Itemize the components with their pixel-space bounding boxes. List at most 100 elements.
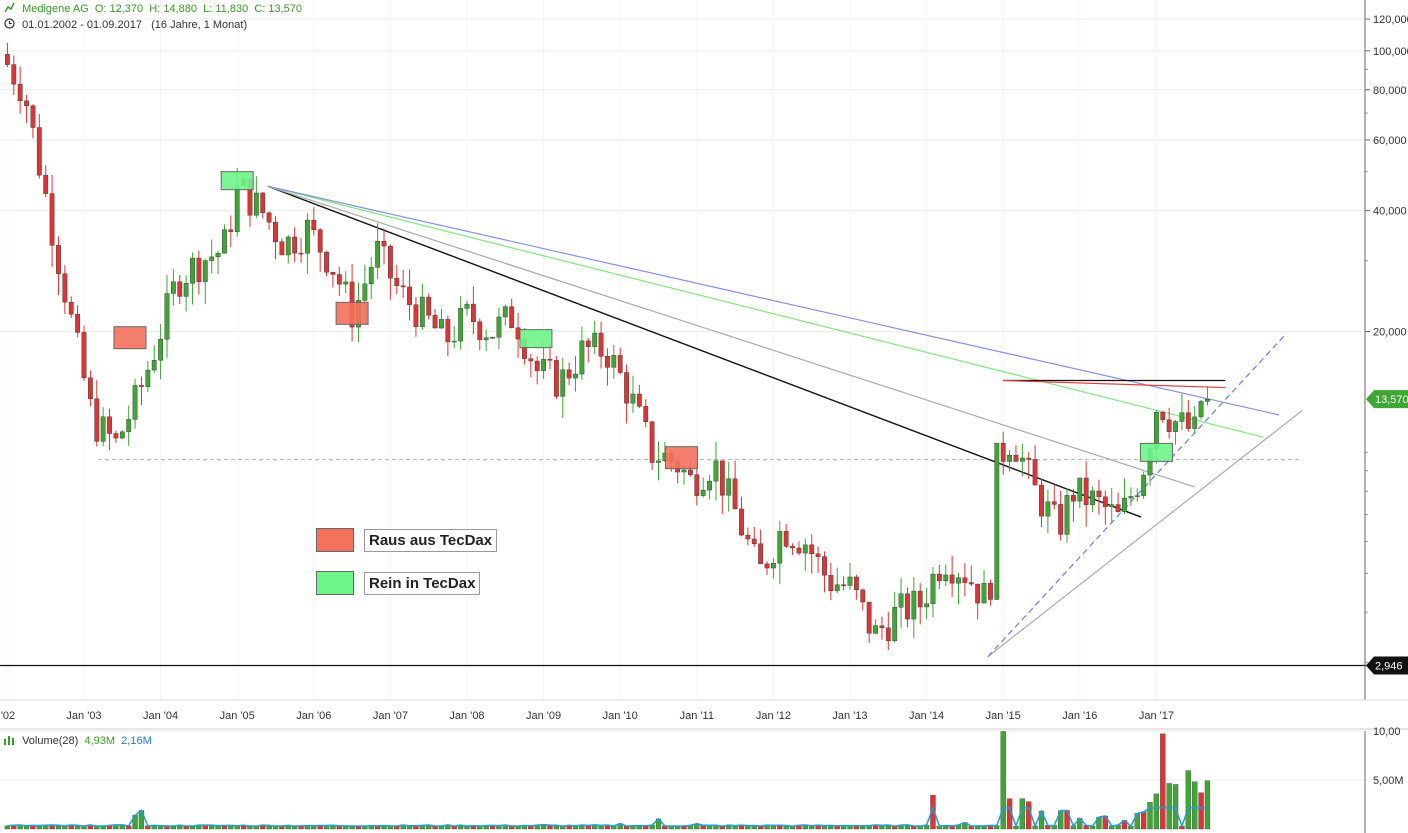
candle: [330, 271, 336, 288]
candle-body: [311, 219, 317, 230]
candle-body: [17, 83, 23, 102]
high-value: H: 14,880: [149, 3, 197, 15]
candle-body: [834, 584, 840, 592]
legend-out-swatch: [316, 528, 354, 552]
chart-type-icon[interactable]: [4, 2, 15, 13]
volume-bar: [1153, 793, 1160, 830]
candle: [343, 271, 349, 294]
candle-body: [681, 469, 687, 473]
candle-body: [885, 627, 891, 642]
candle: [470, 286, 476, 335]
trendline-support: [987, 410, 1303, 658]
legend-out: Raus aus TecDax: [316, 528, 498, 552]
trendline-green: [267, 185, 1264, 438]
candle: [1077, 477, 1083, 508]
candle: [873, 619, 878, 634]
candle-body: [177, 281, 183, 297]
volume-title: Volume(28): [22, 735, 79, 747]
candle: [636, 385, 642, 409]
candle-body: [132, 385, 138, 420]
candle: [1000, 431, 1006, 475]
candle-body: [822, 556, 827, 576]
candle: [202, 258, 208, 304]
candle: [949, 555, 955, 597]
legend-in-label: Rein in TecDax: [364, 571, 481, 595]
candle-body: [145, 369, 151, 387]
candle: [796, 541, 802, 556]
candle-body: [553, 360, 559, 397]
close-value: C: 13,570: [254, 3, 303, 15]
candle: [100, 407, 106, 447]
candle-body: [815, 553, 821, 557]
candle-body: [407, 286, 412, 305]
candle-body: [362, 283, 368, 301]
candle: [956, 572, 961, 605]
candle-body: [758, 543, 764, 565]
candle-body: [196, 257, 202, 283]
candle: [24, 94, 29, 123]
candle-body: [509, 306, 515, 328]
candle-body: [732, 478, 738, 510]
volume-icon[interactable]: [4, 735, 15, 745]
y-tick-label: 40,000: [1373, 206, 1407, 218]
candle-body: [643, 406, 649, 422]
candle: [164, 275, 170, 359]
trendline-gray: [267, 185, 1195, 488]
y-tick-label: 100,000: [1373, 46, 1408, 58]
candle: [30, 104, 36, 139]
candle-body: [81, 332, 87, 378]
candle-body: [1179, 412, 1185, 422]
candle: [1109, 487, 1115, 524]
candle: [477, 318, 483, 351]
candle-body: [477, 321, 483, 341]
candle-body: [1134, 495, 1140, 497]
candle-body: [745, 534, 751, 540]
x-tick-label: Jan '13: [832, 710, 867, 722]
candle-body: [707, 480, 712, 491]
candle-body: [1102, 496, 1108, 508]
candle-body: [490, 337, 495, 339]
candle: [43, 165, 49, 198]
candle: [1102, 490, 1108, 525]
candle-body: [139, 385, 144, 387]
tecdax-markers: [113, 171, 1173, 470]
y-tick-label: 120,000: [1373, 14, 1408, 26]
candle-body: [266, 212, 272, 223]
candle: [1045, 489, 1051, 534]
candle-body: [783, 531, 789, 547]
candle: [1179, 393, 1185, 431]
candle: [298, 237, 304, 263]
candle: [196, 250, 202, 295]
volume-bar: [1204, 780, 1211, 830]
y-tick-label: 20,000: [1373, 327, 1407, 339]
tecdax-in-marker: [519, 329, 553, 349]
candle-body: [579, 340, 585, 375]
candle-body: [107, 416, 112, 434]
chart-header-range: 01.01.2002 - 01.09.2017 (16 Jahre, 1 Mon…: [4, 18, 247, 31]
clock-icon[interactable]: [4, 18, 15, 29]
candle: [643, 399, 649, 428]
candle: [260, 191, 266, 219]
candle: [490, 336, 495, 339]
candle-body: [898, 593, 904, 608]
volume-bar: [1140, 811, 1147, 830]
x-tick-label: Jan '14: [909, 710, 944, 722]
last-price-badge: [1366, 390, 1408, 409]
tecdax-out-marker: [335, 301, 369, 325]
volume-header: Volume(28) 4,93M 2,16M: [4, 735, 152, 747]
candle: [700, 477, 706, 498]
candle-body: [930, 573, 936, 604]
candle: [592, 320, 598, 354]
symbol-name: Medigene AG: [22, 3, 89, 15]
candle: [1115, 492, 1121, 513]
candle-body: [43, 174, 49, 194]
candle-body: [905, 593, 910, 620]
candle: [560, 357, 566, 418]
candle-body: [1019, 457, 1025, 462]
candle-body: [1032, 459, 1038, 486]
candle: [1198, 400, 1204, 420]
candle: [783, 524, 789, 549]
volume-average-line: [7, 805, 1208, 829]
